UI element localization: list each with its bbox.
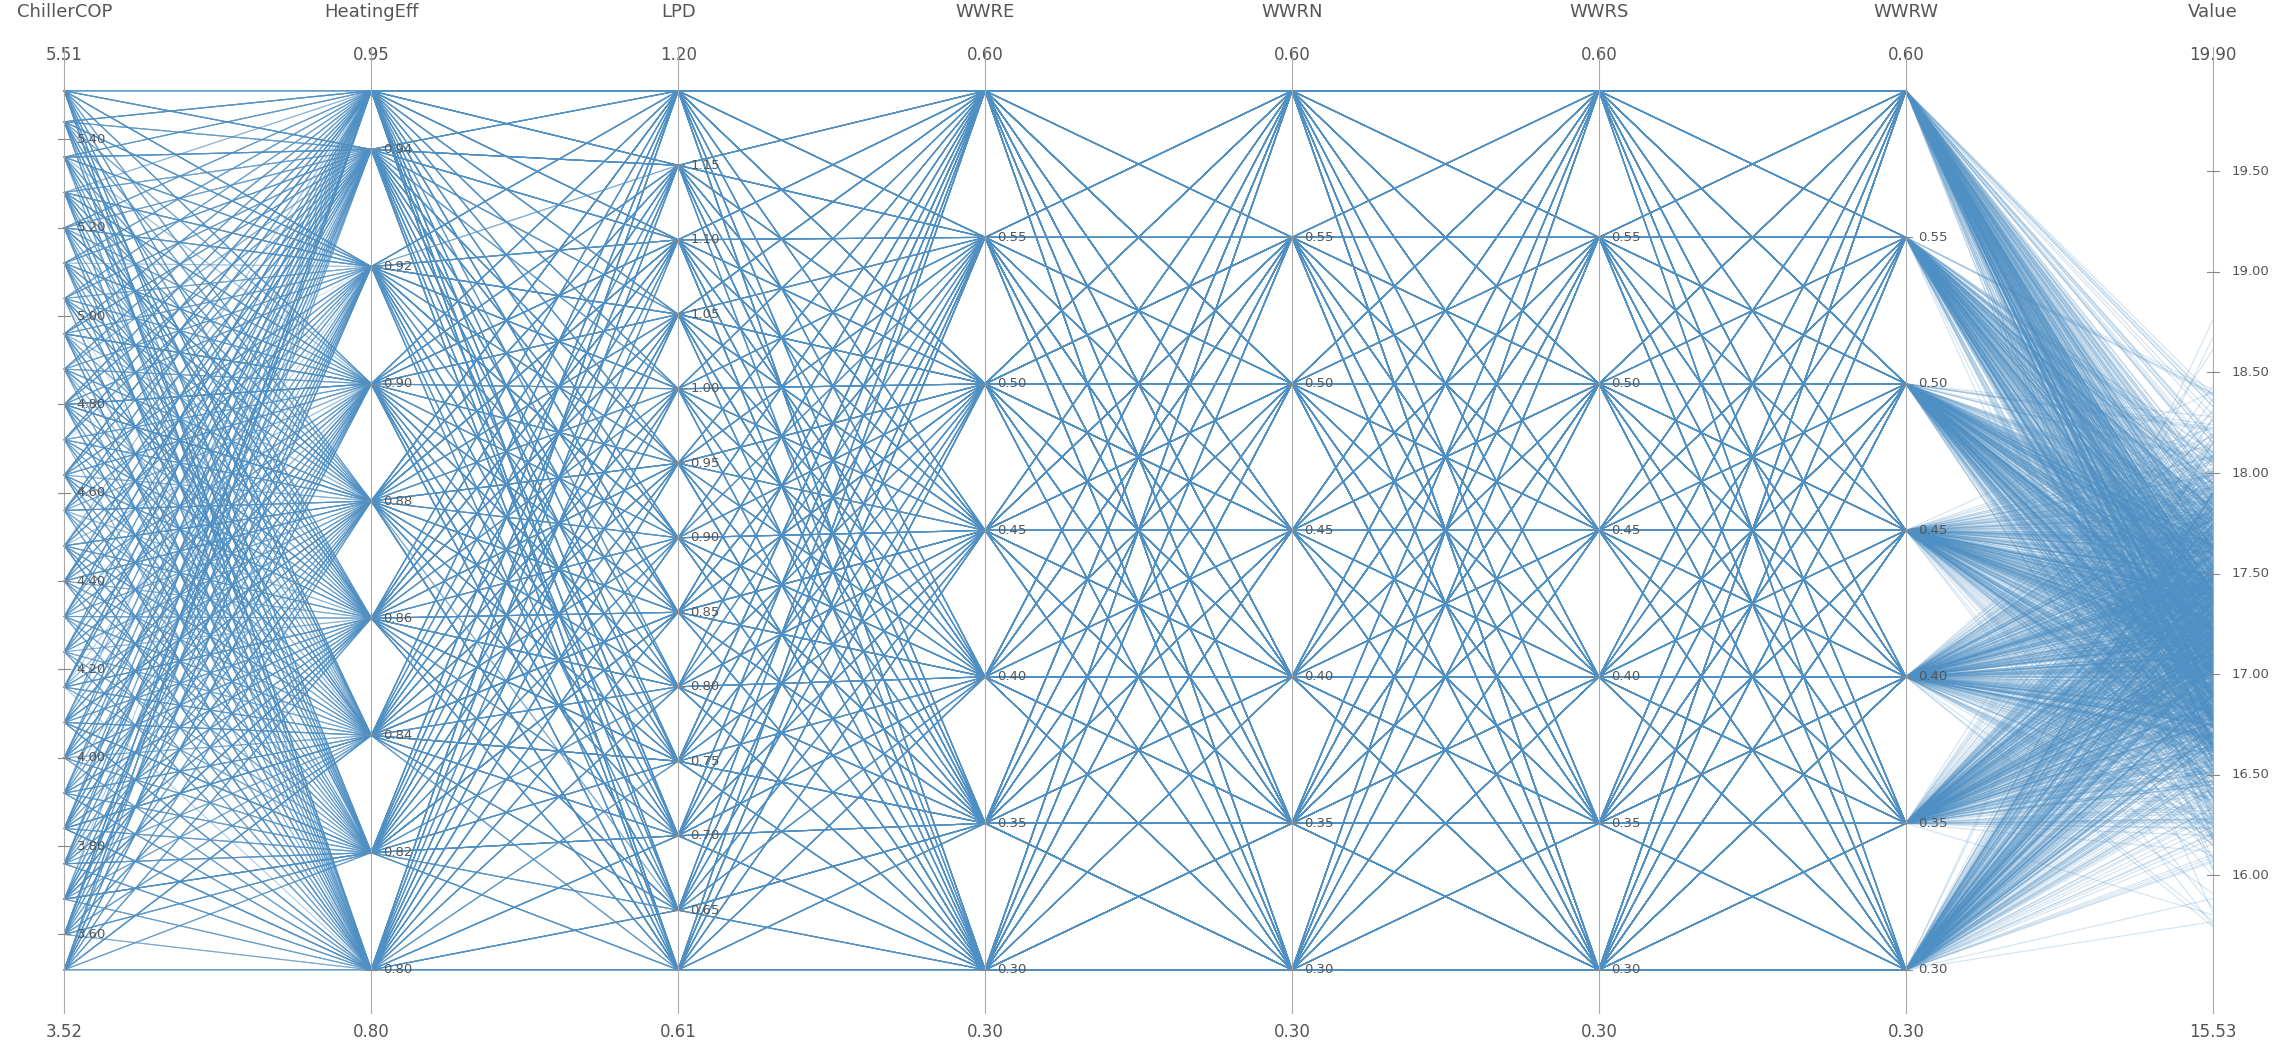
Text: 3.52: 3.52 — [46, 1023, 82, 1041]
Text: WWRS: WWRS — [1570, 2, 1629, 21]
Text: 0.90: 0.90 — [691, 531, 719, 544]
Text: 0.45: 0.45 — [1611, 524, 1641, 537]
Text: 5.40: 5.40 — [78, 133, 105, 146]
Text: 0.55: 0.55 — [1611, 231, 1641, 244]
Text: 17.00: 17.00 — [2232, 667, 2268, 681]
Text: 5.20: 5.20 — [78, 222, 105, 234]
Text: 0.85: 0.85 — [691, 606, 719, 619]
Text: 0.80: 0.80 — [691, 680, 719, 693]
Text: 0.40: 0.40 — [997, 670, 1027, 683]
Text: ChillerCOP: ChillerCOP — [16, 2, 112, 21]
Text: 0.80: 0.80 — [383, 963, 413, 976]
Text: 0.40: 0.40 — [1919, 670, 1947, 683]
Text: 0.88: 0.88 — [383, 495, 413, 507]
Text: 0.61: 0.61 — [659, 1023, 696, 1041]
Text: 0.35: 0.35 — [1611, 817, 1641, 829]
Text: 18.50: 18.50 — [2232, 366, 2268, 379]
Text: 19.90: 19.90 — [2188, 46, 2236, 65]
Text: 0.95: 0.95 — [691, 457, 719, 470]
Text: 0.30: 0.30 — [1273, 1023, 1310, 1041]
Text: WWRE: WWRE — [956, 2, 1015, 21]
Text: 5.00: 5.00 — [78, 310, 105, 322]
Text: 3.60: 3.60 — [78, 928, 105, 941]
Text: 0.30: 0.30 — [1581, 1023, 1618, 1041]
Text: 0.92: 0.92 — [383, 260, 413, 273]
Text: 1.05: 1.05 — [691, 308, 719, 321]
Text: 0.45: 0.45 — [1305, 524, 1333, 537]
Text: 0.86: 0.86 — [383, 612, 413, 624]
Text: 0.30: 0.30 — [1305, 963, 1333, 976]
Text: 0.30: 0.30 — [997, 963, 1027, 976]
Text: 0.60: 0.60 — [1887, 46, 1924, 65]
Text: 0.30: 0.30 — [1919, 963, 1947, 976]
Text: 1.15: 1.15 — [691, 159, 721, 172]
Text: 0.60: 0.60 — [1581, 46, 1618, 65]
Text: 0.60: 0.60 — [1273, 46, 1310, 65]
Text: LPD: LPD — [662, 2, 696, 21]
Text: 0.50: 0.50 — [1919, 378, 1947, 390]
Text: 16.00: 16.00 — [2232, 869, 2268, 882]
Text: 18.00: 18.00 — [2232, 467, 2268, 479]
Text: 0.30: 0.30 — [968, 1023, 1004, 1041]
Text: WWRN: WWRN — [1262, 2, 1324, 21]
Text: 0.90: 0.90 — [383, 378, 413, 390]
Text: 0.45: 0.45 — [1919, 524, 1947, 537]
Text: 17.50: 17.50 — [2232, 567, 2268, 581]
Text: 0.55: 0.55 — [997, 231, 1027, 244]
Text: 1.20: 1.20 — [659, 46, 696, 65]
Text: 3.80: 3.80 — [78, 840, 105, 852]
Text: 0.60: 0.60 — [968, 46, 1004, 65]
Text: 16.50: 16.50 — [2232, 768, 2268, 781]
Text: 0.94: 0.94 — [383, 143, 413, 156]
Text: 0.65: 0.65 — [691, 904, 719, 916]
Text: 0.35: 0.35 — [1305, 817, 1333, 829]
Text: 0.50: 0.50 — [1305, 378, 1333, 390]
Text: 0.40: 0.40 — [1611, 670, 1641, 683]
Text: 0.45: 0.45 — [997, 524, 1027, 537]
Text: 0.35: 0.35 — [1919, 817, 1947, 829]
Text: 0.50: 0.50 — [1611, 378, 1641, 390]
Text: 0.50: 0.50 — [997, 378, 1027, 390]
Text: 4.40: 4.40 — [78, 574, 105, 588]
Text: WWRW: WWRW — [1874, 2, 1937, 21]
Text: 0.95: 0.95 — [354, 46, 390, 65]
Text: 0.35: 0.35 — [997, 817, 1027, 829]
Text: HeatingEff: HeatingEff — [324, 2, 418, 21]
Text: 1.00: 1.00 — [691, 382, 719, 395]
Text: 0.55: 0.55 — [1305, 231, 1333, 244]
Text: 1.10: 1.10 — [691, 233, 719, 246]
Text: 4.00: 4.00 — [78, 751, 105, 765]
Text: 0.70: 0.70 — [691, 829, 719, 842]
Text: 0.55: 0.55 — [1919, 231, 1947, 244]
Text: 19.00: 19.00 — [2232, 266, 2268, 278]
Text: 5.51: 5.51 — [46, 46, 82, 65]
Text: 4.80: 4.80 — [78, 397, 105, 411]
Text: Value: Value — [2188, 2, 2239, 21]
Text: 15.53: 15.53 — [2188, 1023, 2236, 1041]
Text: 4.60: 4.60 — [78, 486, 105, 499]
Text: 0.82: 0.82 — [383, 846, 413, 859]
Text: 0.84: 0.84 — [383, 729, 413, 742]
Text: 0.75: 0.75 — [691, 755, 719, 768]
Text: 19.50: 19.50 — [2232, 165, 2268, 178]
Text: 0.30: 0.30 — [1611, 963, 1641, 976]
Text: 0.30: 0.30 — [1887, 1023, 1924, 1041]
Text: 0.40: 0.40 — [1305, 670, 1333, 683]
Text: 0.80: 0.80 — [354, 1023, 390, 1041]
Text: 4.20: 4.20 — [78, 663, 105, 676]
